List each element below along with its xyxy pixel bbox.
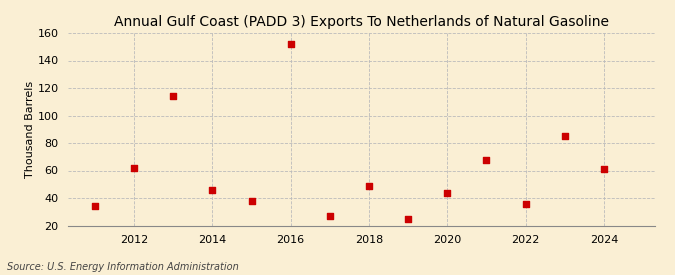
Point: [599, 167, 610, 171]
Point: [168, 94, 179, 98]
Point: [560, 134, 570, 138]
Point: [246, 199, 257, 203]
Point: [90, 204, 101, 208]
Point: [481, 157, 492, 162]
Point: [286, 42, 296, 46]
Point: [520, 201, 531, 206]
Point: [207, 188, 218, 192]
Y-axis label: Thousand Barrels: Thousand Barrels: [24, 81, 34, 178]
Point: [442, 190, 453, 195]
Text: Source: U.S. Energy Information Administration: Source: U.S. Energy Information Administ…: [7, 262, 238, 272]
Title: Annual Gulf Coast (PADD 3) Exports To Netherlands of Natural Gasoline: Annual Gulf Coast (PADD 3) Exports To Ne…: [113, 15, 609, 29]
Point: [364, 183, 375, 188]
Point: [129, 166, 140, 170]
Point: [325, 214, 335, 218]
Point: [403, 216, 414, 221]
